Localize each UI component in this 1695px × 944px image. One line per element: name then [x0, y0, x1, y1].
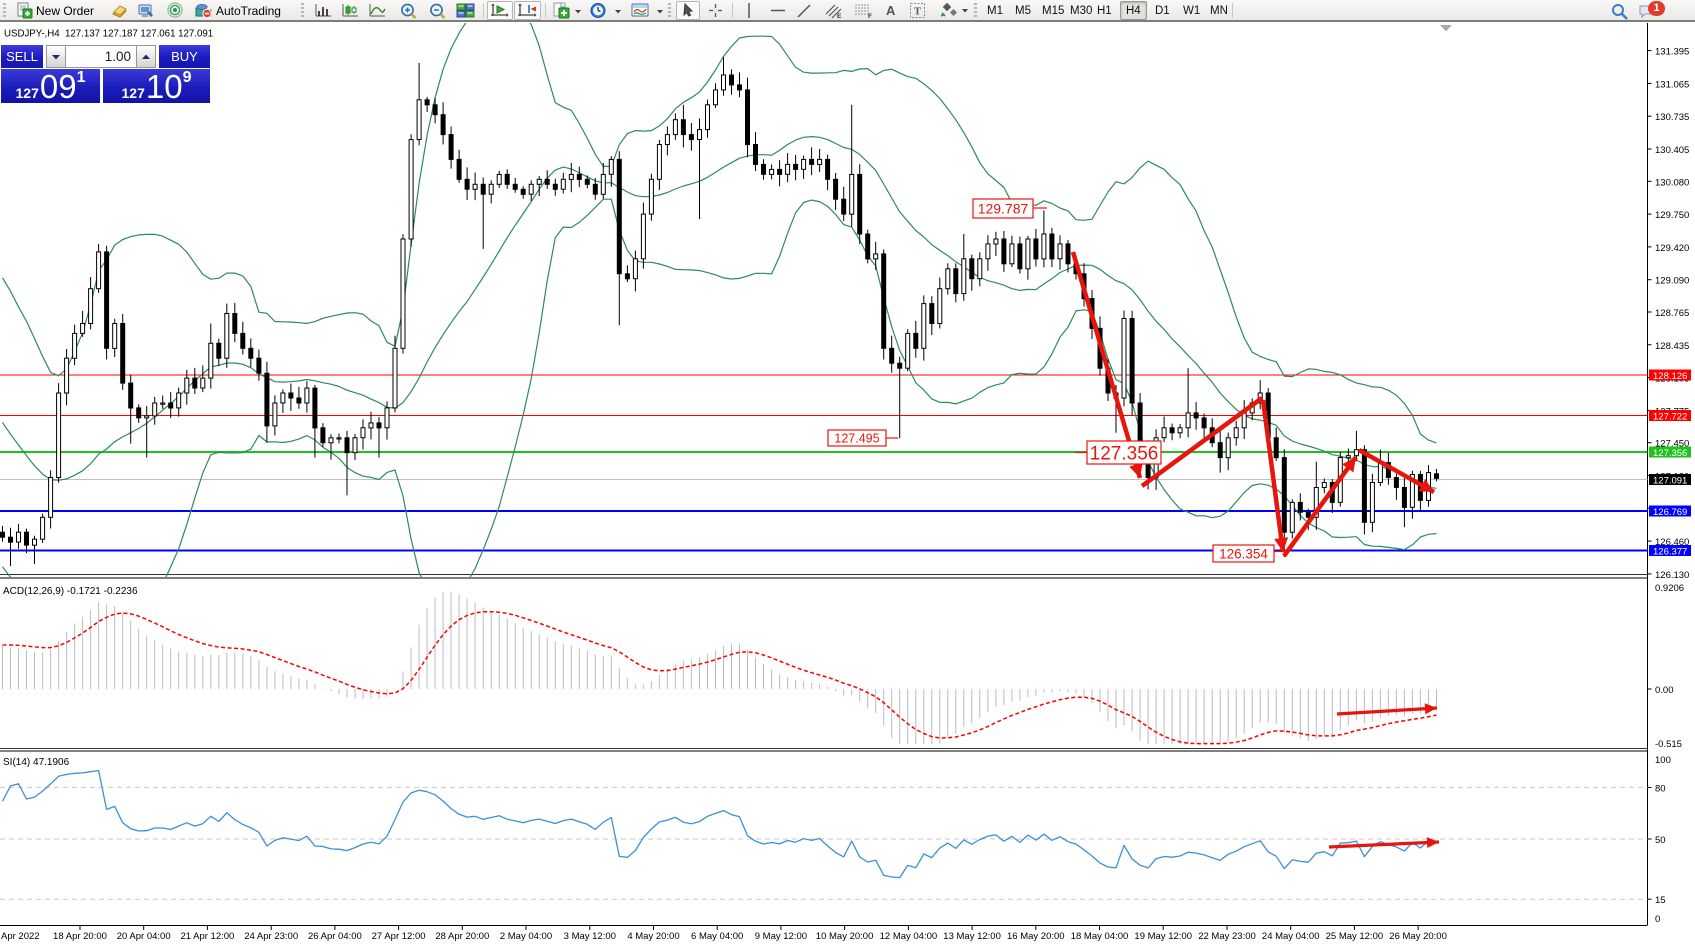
svg-text:0.00: 0.00	[1655, 685, 1674, 696]
svg-text:80: 80	[1655, 783, 1666, 794]
svg-text:130.080: 130.080	[1655, 177, 1689, 188]
svg-text:SI(14) 47.1906: SI(14) 47.1906	[3, 757, 70, 768]
svg-text:6 May 04:00: 6 May 04:00	[691, 931, 743, 942]
svg-text:25 May 12:00: 25 May 12:00	[1326, 931, 1384, 942]
svg-text:131.065: 131.065	[1655, 79, 1689, 90]
svg-text:129.787: 129.787	[978, 201, 1029, 217]
svg-text:Apr 2022: Apr 2022	[1, 931, 40, 942]
svg-text:4 May 20:00: 4 May 20:00	[627, 931, 679, 942]
svg-text:0.9206: 0.9206	[1655, 583, 1684, 594]
svg-text:126.377: 126.377	[1653, 547, 1687, 558]
svg-text:127.091: 127.091	[1653, 476, 1687, 487]
svg-text:9 May 12:00: 9 May 12:00	[755, 931, 807, 942]
svg-text:50: 50	[1655, 835, 1666, 846]
svg-text:127.450: 127.450	[1655, 439, 1689, 450]
svg-text:ACD(12,26,9) -0.1721 -0.2236: ACD(12,26,9) -0.1721 -0.2236	[3, 586, 138, 597]
svg-text:18 Apr 20:00: 18 Apr 20:00	[53, 931, 107, 942]
svg-text:0: 0	[1655, 914, 1660, 925]
svg-text:21 Apr 12:00: 21 Apr 12:00	[180, 931, 234, 942]
svg-text:131.395: 131.395	[1655, 47, 1689, 58]
svg-text:24 May 04:00: 24 May 04:00	[1262, 931, 1320, 942]
svg-text:28 Apr 20:00: 28 Apr 20:00	[435, 931, 489, 942]
svg-text:13 May 12:00: 13 May 12:00	[943, 931, 1001, 942]
svg-text:127.722: 127.722	[1653, 412, 1687, 423]
svg-text:3 May 12:00: 3 May 12:00	[564, 931, 616, 942]
svg-text:100: 100	[1655, 755, 1671, 766]
svg-text:126.460: 126.460	[1655, 537, 1689, 548]
svg-text:16 May 20:00: 16 May 20:00	[1007, 931, 1065, 942]
svg-text:10 May 20:00: 10 May 20:00	[816, 931, 874, 942]
svg-text:130.405: 130.405	[1655, 145, 1689, 156]
svg-text:20 Apr 04:00: 20 Apr 04:00	[117, 931, 171, 942]
svg-text:-0.515: -0.515	[1655, 739, 1682, 750]
svg-text:127.495: 127.495	[834, 432, 879, 446]
svg-text:27 Apr 12:00: 27 Apr 12:00	[372, 931, 426, 942]
svg-text:129.090: 129.090	[1655, 276, 1689, 287]
svg-text:15: 15	[1655, 895, 1666, 906]
svg-text:127.356: 127.356	[1653, 448, 1687, 459]
svg-text:126.769: 126.769	[1653, 507, 1687, 518]
svg-text:26 May 20:00: 26 May 20:00	[1389, 931, 1447, 942]
svg-text:126.354: 126.354	[1219, 546, 1268, 561]
svg-text:18 May 04:00: 18 May 04:00	[1071, 931, 1129, 942]
svg-text:F: F	[868, 13, 872, 19]
svg-text:127.356: 127.356	[1090, 443, 1159, 464]
svg-text:2 May 04:00: 2 May 04:00	[500, 931, 552, 942]
svg-text:12 May 04:00: 12 May 04:00	[880, 931, 938, 942]
svg-text:128.435: 128.435	[1655, 341, 1689, 352]
svg-text:130.735: 130.735	[1655, 112, 1689, 123]
svg-text:128.765: 128.765	[1655, 308, 1689, 319]
svg-text:USDJPY-,H4 127.137 127.187 12: USDJPY-,H4 127.137 127.187 127.061 127.0…	[4, 29, 213, 40]
svg-text:22 May 23:00: 22 May 23:00	[1198, 931, 1256, 942]
svg-text:129.420: 129.420	[1655, 243, 1689, 254]
svg-text:128.126: 128.126	[1653, 371, 1687, 382]
svg-text:26 Apr 04:00: 26 Apr 04:00	[308, 931, 362, 942]
svg-text:T: T	[914, 7, 921, 18]
svg-text:E: E	[837, 13, 842, 19]
svg-text:24 Apr 23:00: 24 Apr 23:00	[244, 931, 298, 942]
svg-text:129.750: 129.750	[1655, 210, 1689, 221]
svg-text:19 May 12:00: 19 May 12:00	[1134, 931, 1192, 942]
svg-text:126.130: 126.130	[1655, 570, 1689, 581]
